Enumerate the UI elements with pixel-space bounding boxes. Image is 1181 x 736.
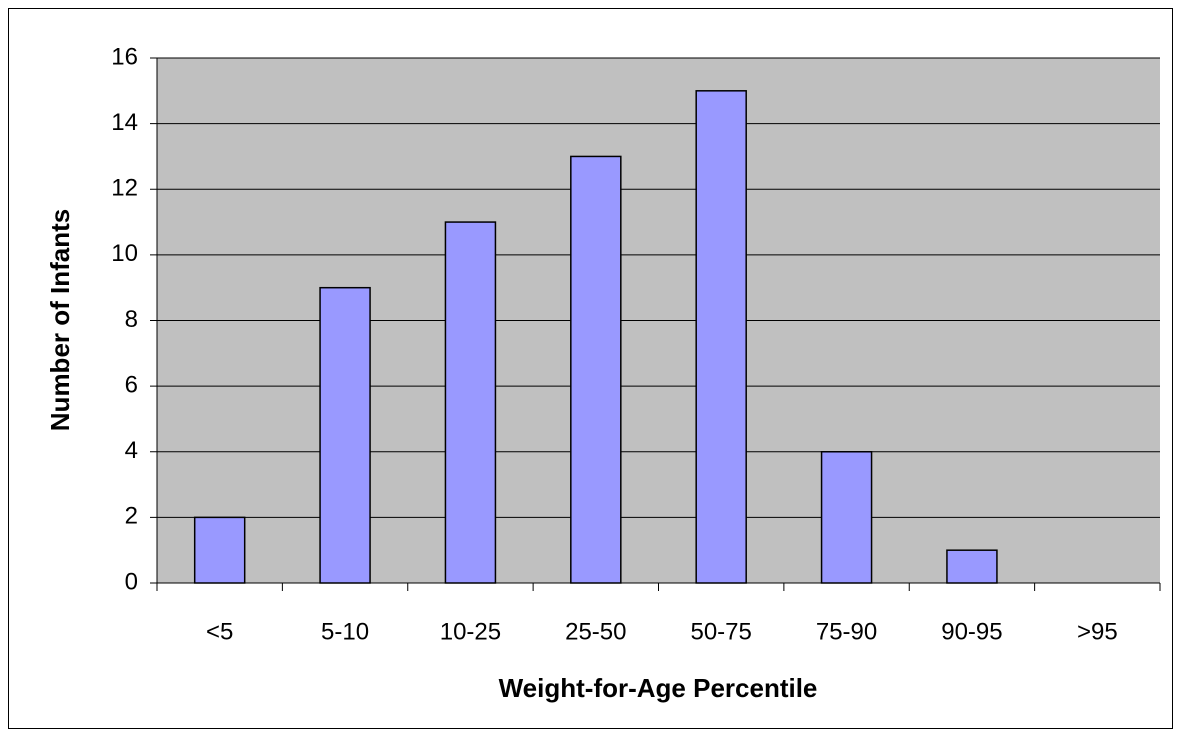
- y-tick-label: 0: [125, 568, 138, 595]
- y-tick-label: 6: [125, 371, 138, 398]
- x-tick-label: 25-50: [565, 618, 626, 645]
- y-tick-label: 2: [125, 503, 138, 530]
- bar: [445, 222, 495, 583]
- x-tick-label: 5-10: [321, 618, 369, 645]
- chart: Weight-for-Age Percentile Number of Infa…: [0, 0, 1181, 736]
- y-axis-title: Number of Infants: [45, 209, 75, 431]
- x-tick-label: 10-25: [440, 618, 501, 645]
- x-tick-label: >95: [1077, 618, 1118, 645]
- bar: [571, 156, 621, 583]
- y-tick-label: 10: [111, 240, 138, 267]
- bar: [822, 452, 872, 583]
- bar: [195, 517, 245, 583]
- y-tick-label: 8: [125, 306, 138, 333]
- y-tick-label: 12: [111, 175, 138, 202]
- y-tick-label: 4: [125, 437, 138, 464]
- y-tick-label: 14: [111, 109, 138, 136]
- y-tick-label: 16: [111, 43, 138, 70]
- x-tick-label: 50-75: [690, 618, 751, 645]
- x-axis-title: Weight-for-Age Percentile: [499, 673, 818, 703]
- x-tick-label: <5: [206, 618, 233, 645]
- bar: [947, 550, 997, 583]
- bar: [696, 91, 746, 583]
- bar: [320, 288, 370, 583]
- x-tick-label: 75-90: [816, 618, 877, 645]
- x-tick-label: 90-95: [941, 618, 1002, 645]
